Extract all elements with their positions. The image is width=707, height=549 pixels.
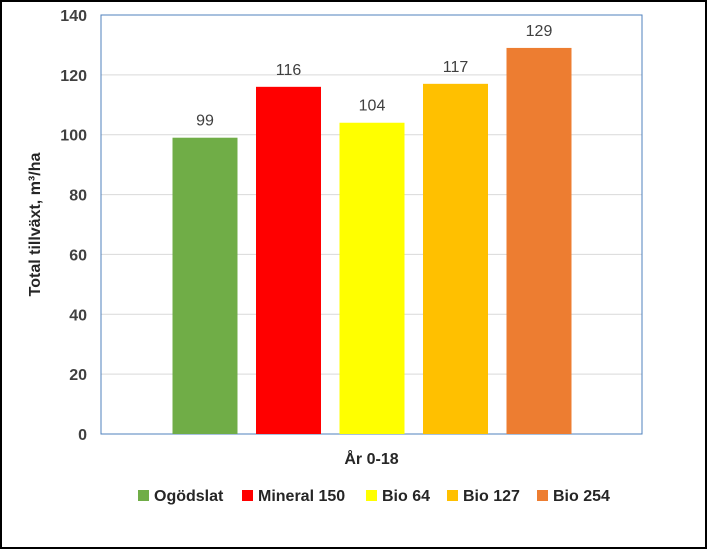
legend-swatch: [366, 490, 377, 501]
legend: Ogödslat Mineral 150 Bio 64 Bio 127 Bio 254: [138, 488, 610, 505]
bar-5: [506, 47, 572, 435]
legend-label: Bio 127: [463, 488, 520, 505]
data-label: 117: [443, 59, 469, 76]
legend-swatch: [138, 490, 149, 501]
legend-label: Mineral 150: [258, 488, 345, 505]
x-axis-label: År 0-18: [344, 449, 398, 468]
legend-swatch: [242, 490, 253, 501]
data-label: 116: [276, 62, 302, 79]
y-tick-label: 20: [69, 367, 87, 384]
bars: [172, 47, 572, 435]
legend-item: Ogödslat: [138, 488, 224, 505]
data-label: 129: [526, 23, 553, 40]
legend-label: Bio 64: [382, 488, 430, 505]
y-tick-label: 120: [60, 68, 87, 85]
bar-4: [423, 83, 488, 434]
data-label: 104: [359, 98, 386, 115]
y-axis-ticks: 0 20 40 60 80 100 120 140: [60, 8, 87, 444]
legend-label: Ogödslat: [154, 488, 224, 505]
legend-swatch: [537, 490, 548, 501]
data-label: 99: [196, 113, 214, 130]
y-tick-label: 100: [60, 128, 87, 145]
bar-1: [172, 137, 238, 434]
bar-3: [339, 122, 405, 434]
legend-label: Bio 254: [553, 488, 610, 505]
legend-item: Bio 127: [447, 488, 520, 505]
legend-swatch: [447, 490, 458, 501]
legend-item: Bio 254: [537, 488, 610, 505]
y-tick-label: 60: [69, 247, 87, 264]
y-tick-label: 80: [69, 188, 87, 205]
y-tick-label: 40: [69, 307, 87, 324]
bar-2: [256, 86, 321, 434]
legend-item: Mineral 150: [242, 488, 345, 505]
y-axis-label: Total tillväxt, m³/ha: [27, 153, 44, 297]
y-tick-label: 140: [60, 8, 87, 25]
legend-item: Bio 64: [366, 488, 430, 505]
y-tick-label: 0: [78, 427, 87, 444]
data-labels: 99 116 104 117 129: [196, 23, 552, 130]
